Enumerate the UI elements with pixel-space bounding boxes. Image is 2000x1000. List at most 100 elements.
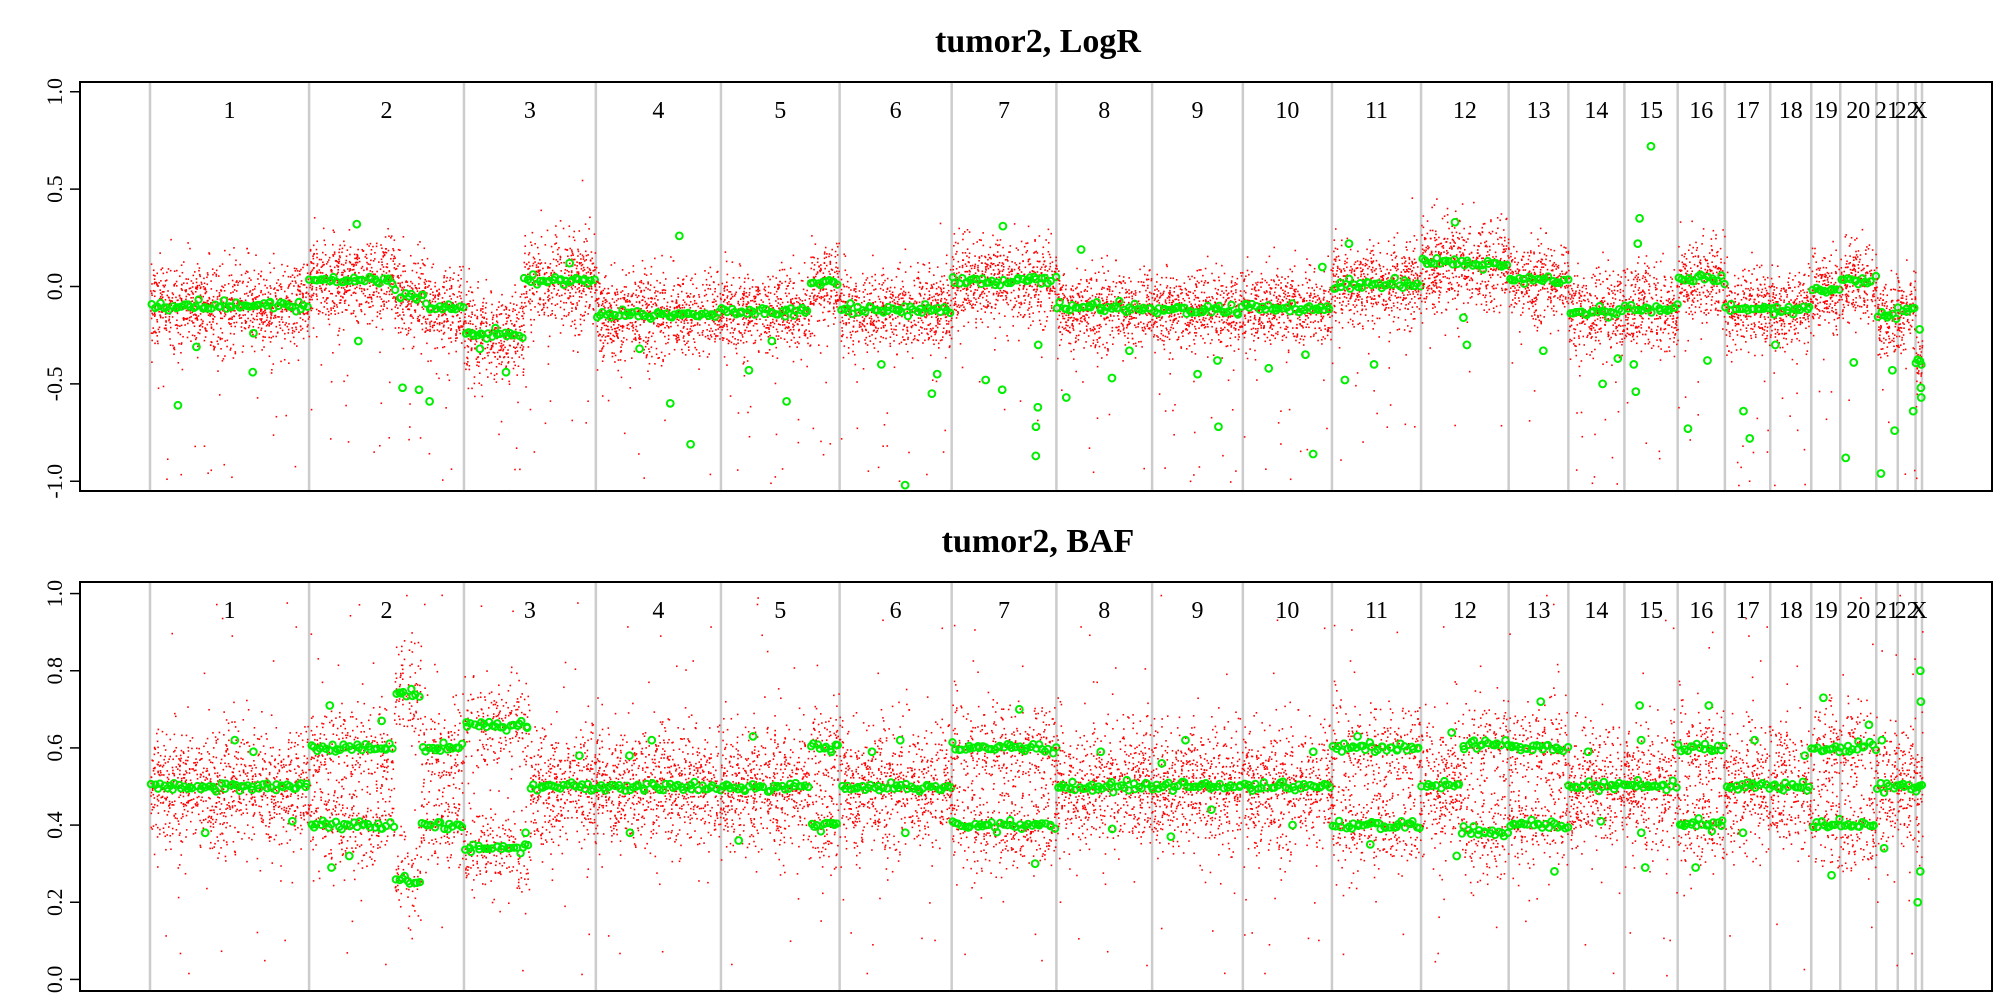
logr-raw-point (726, 289, 729, 291)
logr-raw-point (248, 306, 251, 309)
logr-raw-point (610, 338, 613, 341)
logr-raw-point (474, 304, 476, 306)
logr-raw-point (865, 329, 867, 332)
logr-raw-point (481, 308, 484, 310)
logr-segment-point (304, 275, 314, 284)
logr-raw-point (190, 315, 193, 318)
logr-raw-point (368, 293, 371, 296)
logr-raw-point (554, 243, 556, 245)
logr-raw-point (691, 319, 693, 322)
logr-raw-point (460, 291, 463, 294)
logr-raw-point (228, 274, 231, 277)
logr-raw-point (211, 268, 214, 270)
logr-raw-point (535, 266, 538, 268)
logr-raw-point (163, 290, 165, 293)
logr-segment-points-chr2 (304, 219, 468, 406)
logr-raw-point (858, 296, 860, 299)
logr-raw-point (629, 321, 632, 324)
logr-segment-point (303, 302, 312, 312)
logr-raw-point (607, 287, 610, 290)
logr-raw-point (828, 255, 830, 258)
logr-raw-point (328, 256, 331, 259)
logr-raw-point (418, 287, 421, 290)
logr-raw-point (365, 257, 368, 260)
logr-raw-point (218, 394, 221, 396)
logr-raw-point (610, 326, 613, 328)
logr-raw-point (767, 295, 769, 298)
logr-raw-point (444, 270, 447, 272)
logr-raw-point (877, 295, 880, 298)
logr-raw-point (267, 296, 269, 299)
logr-raw-point (274, 292, 277, 294)
logr-raw-point (327, 259, 330, 261)
logr-raw-point (254, 298, 257, 300)
logr-raw-point (589, 272, 592, 274)
logr-raw-point (875, 320, 878, 323)
logr-raw-point (280, 318, 283, 321)
logr-raw-point (352, 263, 354, 266)
logr-raw-point (527, 253, 530, 256)
logr-raw-point (576, 265, 578, 267)
logr-raw-point (353, 253, 356, 256)
logr-raw-point (192, 322, 194, 324)
logr-raw-point (930, 303, 933, 305)
logr-raw-point (889, 336, 892, 338)
logr-raw-point (580, 330, 583, 332)
logr-raw-point (756, 289, 759, 291)
logr-segment-point (421, 299, 431, 308)
logr-raw-point (180, 297, 183, 300)
logr-raw-point (400, 289, 403, 291)
logr-outlier-point (565, 258, 575, 268)
logr-raw-point (746, 303, 748, 305)
logr-raw-point (491, 318, 494, 321)
logr-raw-point (614, 321, 616, 324)
logr-raw-point (681, 290, 683, 293)
logr-raw-point (659, 331, 662, 333)
logr-raw-point (940, 317, 942, 320)
logr-raw-point (390, 274, 392, 277)
logr-raw-point (307, 278, 310, 281)
logr-raw-point (289, 276, 292, 278)
logr-raw-point (713, 298, 716, 301)
logr-raw-point (430, 320, 433, 323)
logr-raw-point (834, 317, 837, 319)
logr-raw-point (487, 354, 489, 357)
logr-raw-point (344, 270, 346, 273)
logr-raw-point (747, 301, 749, 303)
logr-raw-point (429, 299, 431, 302)
logr-raw-point (746, 273, 749, 276)
logr-raw-point (428, 284, 430, 287)
logr-raw-point (336, 287, 339, 290)
logr-raw-point (563, 301, 565, 304)
logr-raw-point (416, 304, 419, 306)
logr-raw-point (893, 340, 895, 342)
logr-raw-point (600, 290, 603, 293)
logr-raw-point (495, 327, 498, 329)
logr-raw-point (330, 312, 332, 315)
logr-raw-point (273, 288, 275, 290)
logr-raw-point (581, 254, 584, 257)
logr-raw-point (185, 298, 187, 301)
logr-raw-point (241, 351, 244, 353)
logr-raw-point (210, 326, 213, 328)
logr-raw-point (462, 323, 465, 326)
logr-raw-point (235, 281, 238, 283)
logr-raw-point (634, 338, 637, 340)
logr-raw-point (665, 321, 668, 324)
logr-raw-point (851, 297, 853, 300)
logr-raw-point (647, 288, 649, 290)
logr-raw-point (777, 283, 779, 286)
logr-raw-point (244, 321, 247, 324)
logr-raw-point (414, 309, 417, 312)
logr-raw-point (892, 333, 895, 336)
logr-raw-point (533, 293, 535, 296)
logr-raw-point (795, 294, 798, 297)
logr-raw-point (399, 314, 401, 316)
logr-raw-point (617, 298, 620, 300)
logr-raw-point (264, 293, 267, 295)
logr-raw-point (675, 300, 678, 303)
logr-raw-point (467, 346, 470, 348)
logr-raw-point (927, 338, 930, 341)
logr-raw-point (922, 263, 925, 266)
logr-raw-point (452, 278, 454, 281)
